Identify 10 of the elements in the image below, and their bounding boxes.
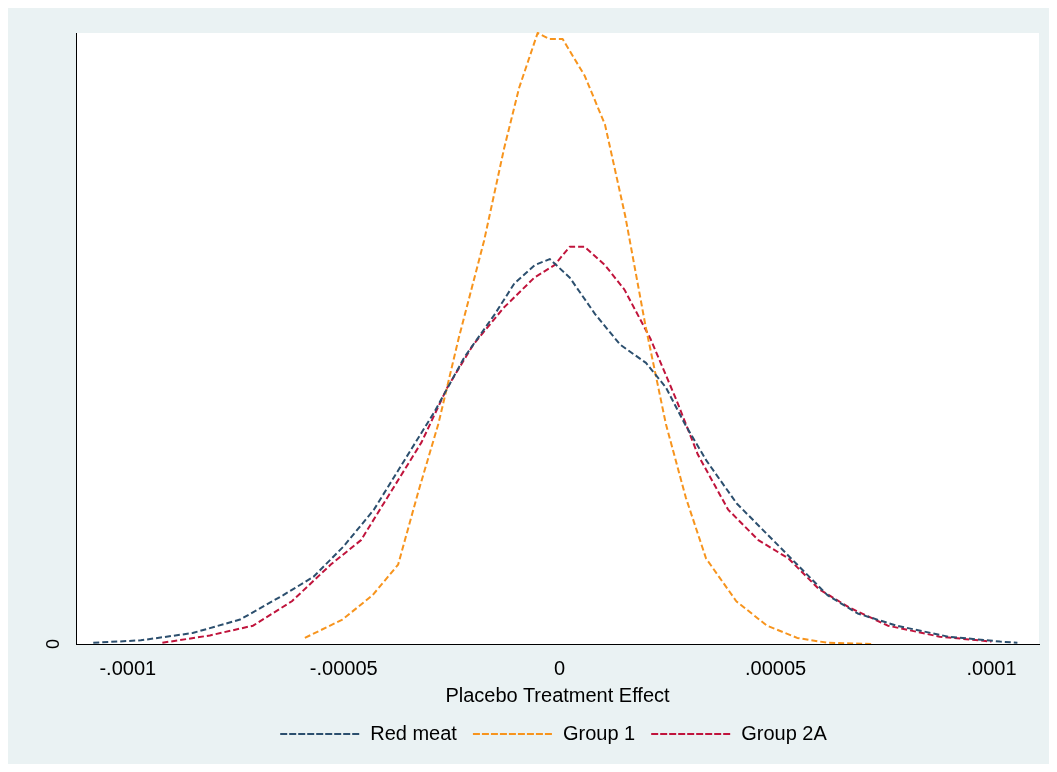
- x-tick-label: .0001: [966, 656, 1017, 679]
- x-tick-label: .00005: [744, 656, 807, 679]
- x-tick-label: -.00005: [309, 656, 378, 679]
- legend-label: Red meat: [370, 721, 458, 744]
- x-tick-label: -.0001: [99, 656, 157, 679]
- legend-label: Group 2A: [741, 721, 828, 744]
- x-tick-label: 0: [554, 656, 566, 679]
- legend-label: Group 1: [562, 721, 636, 744]
- text: 0: [42, 638, 63, 650]
- x-axis-title: Placebo Treatment Effect: [445, 683, 671, 706]
